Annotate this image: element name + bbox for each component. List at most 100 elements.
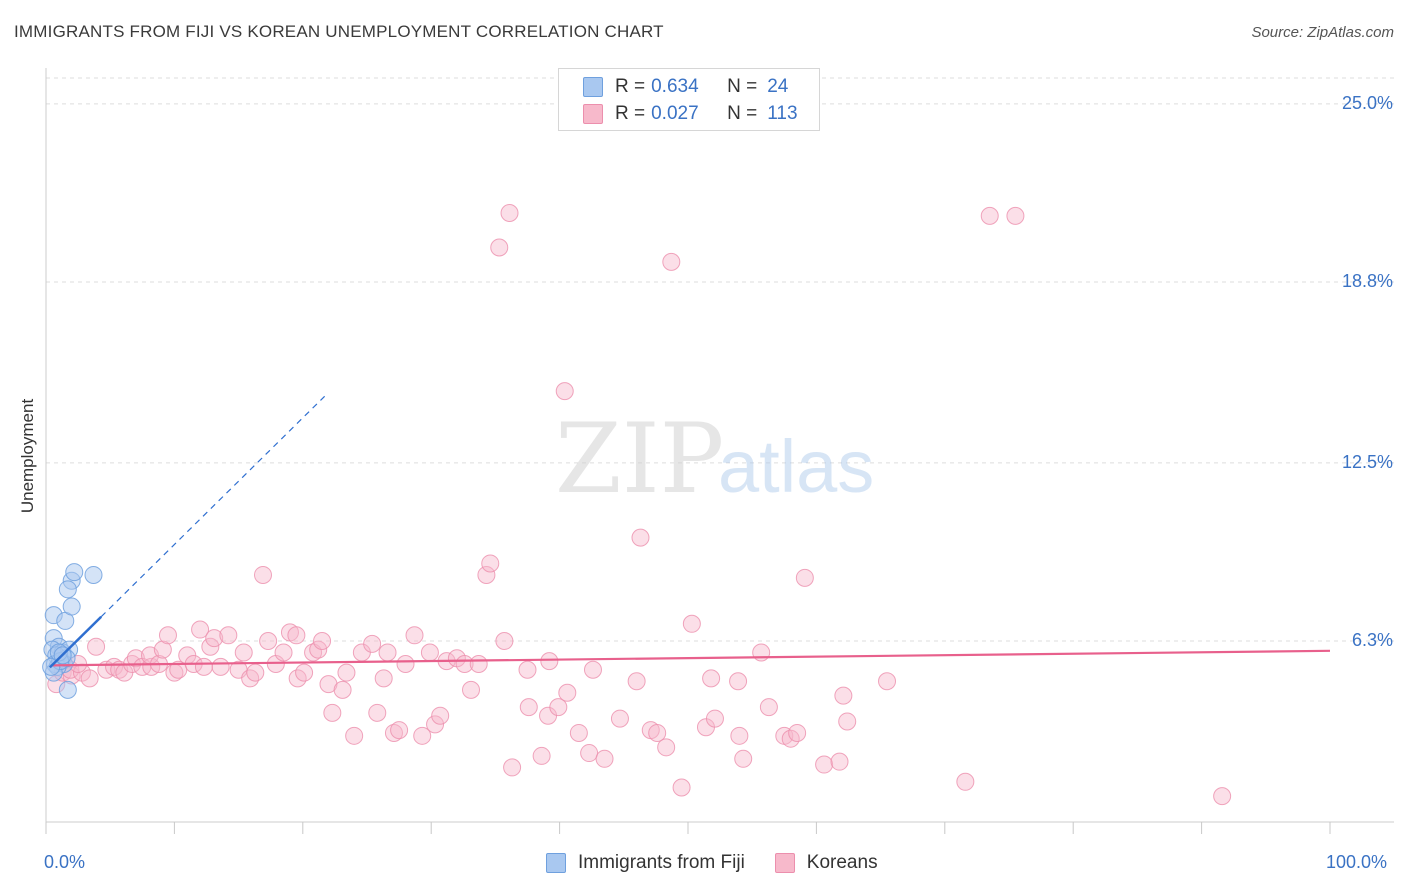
- fiji-swatch: [583, 77, 603, 97]
- korean-point: [610, 709, 629, 728]
- source-label: Source: ZipAtlas.com: [1251, 24, 1394, 41]
- korean-point: [287, 626, 306, 645]
- legend-row-fiji: R = 0.634 N = 24: [583, 76, 788, 98]
- korean-point: [519, 698, 538, 717]
- korean-point: [374, 669, 393, 688]
- korean-point: [734, 749, 753, 768]
- korean-point: [384, 723, 403, 742]
- korean-point: [363, 634, 382, 653]
- korean-point: [87, 637, 106, 656]
- korean-point: [759, 698, 778, 717]
- korean-point: [426, 715, 445, 734]
- fiji-n-value: 24: [767, 76, 789, 97]
- korean-point: [1213, 787, 1232, 806]
- korean-point: [396, 655, 415, 674]
- korean-point: [702, 669, 721, 688]
- korean-point: [477, 565, 496, 584]
- fiji-r-value: 0.634: [651, 76, 699, 97]
- korean-point: [241, 669, 260, 688]
- korean-point: [201, 637, 220, 656]
- korean-point: [555, 382, 574, 401]
- korean-point: [540, 652, 559, 671]
- korean-point: [420, 643, 439, 662]
- chart-title: IMMIGRANTS FROM FIJI VS KOREAN UNEMPLOYM…: [14, 22, 664, 41]
- korean-point: [730, 726, 749, 745]
- x-tick-min: 0.0%: [44, 852, 86, 872]
- korean-r-label: R =: [615, 103, 646, 124]
- korean-point: [580, 744, 599, 763]
- korean-point: [253, 565, 272, 584]
- korean-r-value: 0.027: [651, 103, 699, 124]
- fiji-r-label: R =: [615, 76, 646, 97]
- korean-point: [295, 663, 314, 682]
- legend-row-korean: R = 0.027 N = 113: [583, 103, 798, 125]
- korean-trend-line: [52, 649, 1331, 667]
- korean-point: [194, 657, 213, 676]
- korean-point: [495, 632, 514, 651]
- korean-point: [705, 709, 724, 728]
- fiji-legend-label: Immigrants from Fiji: [578, 852, 745, 873]
- korean-point: [368, 703, 387, 722]
- legend-item-korean[interactable]: Koreans: [774, 852, 878, 874]
- korean-point: [558, 683, 577, 702]
- korean-n-value: 113: [767, 103, 798, 124]
- watermark-zip: ZIP: [555, 403, 724, 515]
- fiji-point: [58, 580, 77, 599]
- korean-point: [246, 663, 265, 682]
- korean-point: [153, 640, 172, 659]
- korean-point: [830, 752, 849, 771]
- korean-point: [980, 206, 999, 225]
- watermark-atlas: atlas: [718, 425, 874, 508]
- korean-point: [490, 238, 509, 257]
- korean-point: [191, 620, 210, 639]
- korean-point: [259, 632, 278, 651]
- korean-point: [431, 706, 450, 725]
- y-tick-label: 6.3%: [1351, 630, 1393, 651]
- korean-swatch: [583, 104, 603, 124]
- korean-point: [1006, 206, 1025, 225]
- y-tick-label: 18.8%: [1341, 270, 1393, 291]
- korean-point: [80, 669, 99, 688]
- korean-point: [838, 712, 857, 731]
- korean-point: [729, 672, 748, 691]
- korean-point: [345, 726, 364, 745]
- correlation-legend: R = 0.634 N = 24 R = 0.027 N = 113: [558, 68, 820, 131]
- korean-point: [549, 698, 568, 717]
- korean-point: [569, 723, 588, 742]
- korean-legend-swatch: [774, 853, 795, 873]
- korean-point: [956, 772, 975, 791]
- korean-point: [648, 723, 667, 742]
- korean-point: [462, 680, 481, 699]
- korean-point: [503, 758, 522, 777]
- korean-point: [815, 755, 834, 774]
- korean-point: [158, 626, 177, 645]
- korean-n-label: N =: [727, 103, 758, 124]
- x-axis: [45, 68, 1394, 834]
- fiji-legend-swatch: [546, 853, 566, 873]
- x-tick-max: 100.0%: [1326, 852, 1388, 872]
- y-tick-label: 25.0%: [1341, 92, 1393, 113]
- series-legend: Immigrants from Fiji Koreans: [546, 851, 908, 875]
- korean-point: [834, 686, 853, 705]
- fiji-point: [62, 597, 81, 616]
- korean-point: [795, 568, 814, 587]
- legend-item-fiji[interactable]: Immigrants from Fiji: [546, 852, 745, 874]
- korean-point: [105, 657, 124, 676]
- korean-point: [390, 721, 409, 740]
- korean-point: [309, 640, 328, 659]
- fiji-point: [84, 565, 103, 584]
- korean-point: [205, 629, 224, 648]
- trend-lines: [48, 395, 1331, 669]
- korean-point: [595, 749, 614, 768]
- korean-point: [333, 680, 352, 699]
- korean-point: [788, 723, 807, 742]
- fiji-point: [58, 680, 77, 699]
- watermark: ZIP atlas: [555, 403, 874, 515]
- korean-point: [481, 554, 500, 573]
- korean-point: [234, 643, 253, 662]
- korean-point: [627, 672, 646, 691]
- korean-point: [211, 657, 230, 676]
- korean-point: [672, 778, 691, 797]
- y-tick-label: 12.5%: [1341, 451, 1393, 472]
